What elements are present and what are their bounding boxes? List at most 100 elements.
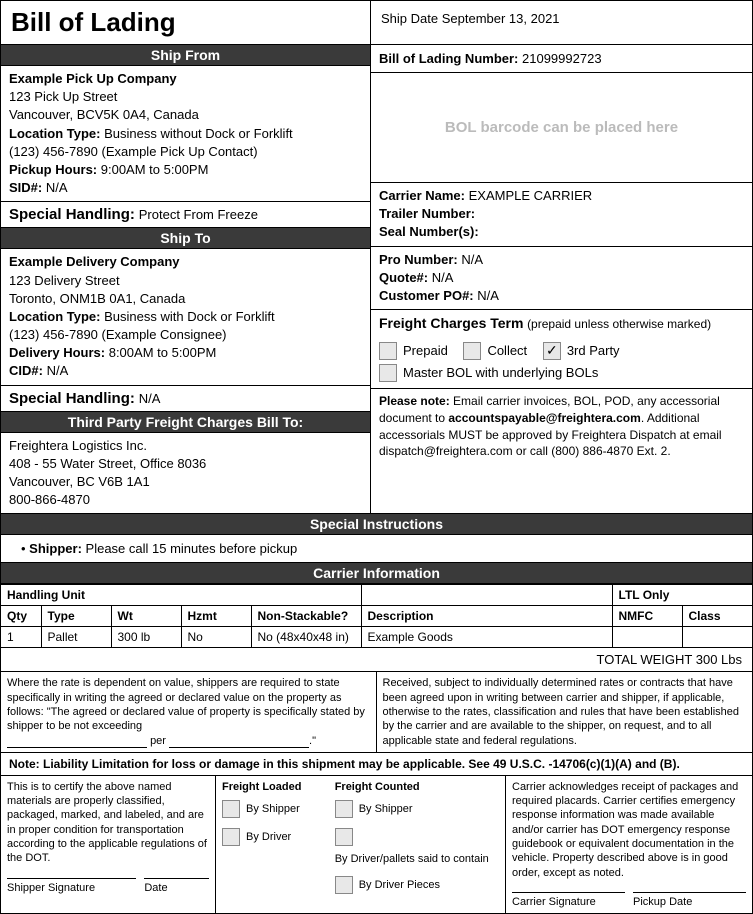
- left-column: Ship From Example Pick Up Company 123 Pi…: [1, 45, 371, 513]
- ship-to-hours-label: Delivery Hours:: [9, 345, 105, 360]
- ship-to-special-label: Special Handling:: [9, 390, 135, 407]
- col-desc: Description: [361, 606, 612, 627]
- carrier-name-block: Carrier Name: EXAMPLE CARRIER Trailer Nu…: [371, 183, 752, 247]
- ship-to-header: Ship To: [1, 228, 370, 249]
- third-party-city: Vancouver, BC V6B 1A1: [9, 473, 362, 491]
- ltl-only-header: LTL Only: [612, 585, 752, 606]
- total-weight-row: TOTAL WEIGHT 300 Lbs: [1, 648, 752, 672]
- carrier-name-label: Carrier Name:: [379, 188, 465, 203]
- checkbox-prepaid[interactable]: [379, 342, 397, 360]
- ship-to-special: Special Handling: N/A: [1, 386, 370, 412]
- table-header-row: Qty Type Wt Hzmt Non-Stackable? Descript…: [1, 606, 752, 627]
- liability-note: Note: Liability Limitation for loss or d…: [1, 753, 752, 776]
- checkbox-fl-driver[interactable]: [222, 828, 240, 846]
- fine-left-text: Where the rate is dependent on value, sh…: [7, 677, 365, 732]
- third-party-label: 3rd Party: [567, 342, 620, 360]
- checkbox-fc-driver-pieces[interactable]: [335, 876, 353, 894]
- fine-print-row: Where the rate is dependent on value, sh…: [1, 672, 752, 752]
- ship-from-street: 123 Pick Up Street: [9, 88, 362, 106]
- checkbox-fl-shipper[interactable]: [222, 800, 240, 818]
- please-note-label: Please note:: [379, 394, 450, 408]
- pro-value: N/A: [461, 252, 483, 267]
- ship-from-city: Vancouver, BCV5K 0A4, Canada: [9, 106, 362, 124]
- checkbox-fc-shipper[interactable]: [335, 800, 353, 818]
- ship-from-hours: 9:00AM to 5:00PM: [101, 162, 209, 177]
- fc-driver-pieces: By Driver Pieces: [359, 878, 440, 892]
- seal-label: Seal Number(s):: [379, 224, 479, 239]
- shipper-signature-line[interactable]: Shipper Signature: [7, 878, 136, 895]
- cell-wt: 300 lb: [111, 627, 181, 648]
- date-line[interactable]: Date: [144, 878, 209, 895]
- ship-from-company: Example Pick Up Company: [9, 70, 362, 88]
- please-note-block: Please note: Email carrier invoices, BOL…: [371, 389, 752, 464]
- col-nmfc: NMFC: [612, 606, 682, 627]
- ship-to-hours: 8:00AM to 5:00PM: [109, 345, 217, 360]
- carrier-ack-cell: Carrier acknowledges receipt of packages…: [506, 776, 752, 913]
- cell-qty: 1: [1, 627, 41, 648]
- freight-loaded-counted-cell: Freight Loaded By Shipper By Driver Frei…: [216, 776, 506, 913]
- fine-left-per: per: [150, 735, 166, 747]
- freight-counted-header: Freight Counted: [335, 780, 499, 798]
- ship-to-loctype: Business with Dock or Forklift: [104, 309, 275, 324]
- bill-of-lading-document: Bill of Lading Ship Date September 13, 2…: [0, 0, 753, 914]
- ship-from-hours-label: Pickup Hours:: [9, 162, 97, 177]
- pro-label: Pro Number:: [379, 252, 458, 267]
- ship-to-special-value: N/A: [139, 391, 161, 406]
- fine-right: Received, subject to individually determ…: [377, 672, 753, 751]
- col-class: Class: [682, 606, 752, 627]
- handling-unit-header: Handling Unit: [1, 585, 361, 606]
- blank-unit[interactable]: [169, 736, 309, 748]
- cell-hzmt: No: [181, 627, 251, 648]
- ref-numbers-block: Pro Number: N/A Quote#: N/A Customer PO#…: [371, 247, 752, 311]
- carrier-ack-text: Carrier acknowledges receipt of packages…: [512, 780, 746, 880]
- cell-class: [682, 627, 752, 648]
- ship-from-sid-label: SID#:: [9, 180, 42, 195]
- ship-from-loctype: Business without Dock or Forklift: [104, 126, 293, 141]
- document-title: Bill of Lading: [11, 7, 360, 38]
- ship-date-value: September 13, 2021: [442, 11, 560, 26]
- fl-shipper: By Shipper: [246, 802, 300, 816]
- carrier-signature-line[interactable]: Carrier Signature: [512, 892, 625, 909]
- ship-date-label: Ship Date: [381, 11, 438, 26]
- barcode-placeholder: BOL barcode can be placed here: [371, 73, 752, 183]
- ship-date-cell: Ship Date September 13, 2021: [371, 1, 752, 45]
- ship-from-special: Special Handling: Protect From Freeze: [1, 202, 370, 228]
- please-note-email: accountspayable@freightera.com: [448, 411, 640, 425]
- ship-to-company: Example Delivery Company: [9, 253, 362, 271]
- third-party-company: Freightera Logistics Inc.: [9, 437, 362, 455]
- carrier-info-header: Carrier Information: [1, 563, 752, 584]
- blank-value[interactable]: [7, 736, 147, 748]
- col-nonstack: Non-Stackable?: [251, 606, 361, 627]
- checkbox-master-bol[interactable]: [379, 364, 397, 382]
- third-party-header: Third Party Freight Charges Bill To:: [1, 412, 370, 433]
- total-weight-label: TOTAL WEIGHT: [597, 652, 693, 667]
- ship-to-city: Toronto, ONM1B 0A1, Canada: [9, 290, 362, 308]
- checkbox-fc-driver-pallets[interactable]: [335, 828, 353, 846]
- cell-nmfc: [612, 627, 682, 648]
- ship-from-loctype-label: Location Type:: [9, 126, 100, 141]
- carrier-table: Handling Unit LTL Only Qty Type Wt Hzmt …: [1, 584, 752, 648]
- checkbox-collect[interactable]: [463, 342, 481, 360]
- cell-type: Pallet: [41, 627, 111, 648]
- quote-label: Quote#:: [379, 270, 428, 285]
- pickup-date-line[interactable]: Pickup Date: [633, 892, 746, 909]
- trailer-label: Trailer Number:: [379, 206, 475, 221]
- title-cell: Bill of Lading: [1, 1, 371, 45]
- bol-number-label: Bill of Lading Number:: [379, 51, 518, 66]
- po-value: N/A: [477, 288, 499, 303]
- special-instructions-header: Special Instructions: [1, 513, 752, 535]
- fine-left: Where the rate is dependent on value, sh…: [1, 672, 377, 751]
- right-column: Bill of Lading Number: 21099992723 BOL b…: [371, 45, 752, 513]
- table-row: 1 Pallet 300 lb No No (48x40x48 in) Exam…: [1, 627, 752, 648]
- ship-to-loctype-label: Location Type:: [9, 309, 100, 324]
- ship-from-special-value: Protect From Freeze: [139, 207, 258, 222]
- prepaid-label: Prepaid: [403, 342, 448, 360]
- certification-cell: This is to certify the above named mater…: [1, 776, 216, 913]
- col-type: Type: [41, 606, 111, 627]
- checkbox-third-party[interactable]: ✓: [543, 342, 561, 360]
- cell-desc: Example Goods: [361, 627, 612, 648]
- freight-loaded-header: Freight Loaded: [222, 780, 325, 798]
- total-weight-value: 300 Lbs: [696, 652, 742, 667]
- ship-to-block: Example Delivery Company 123 Delivery St…: [1, 249, 370, 385]
- master-bol-label: Master BOL with underlying BOLs: [403, 364, 598, 382]
